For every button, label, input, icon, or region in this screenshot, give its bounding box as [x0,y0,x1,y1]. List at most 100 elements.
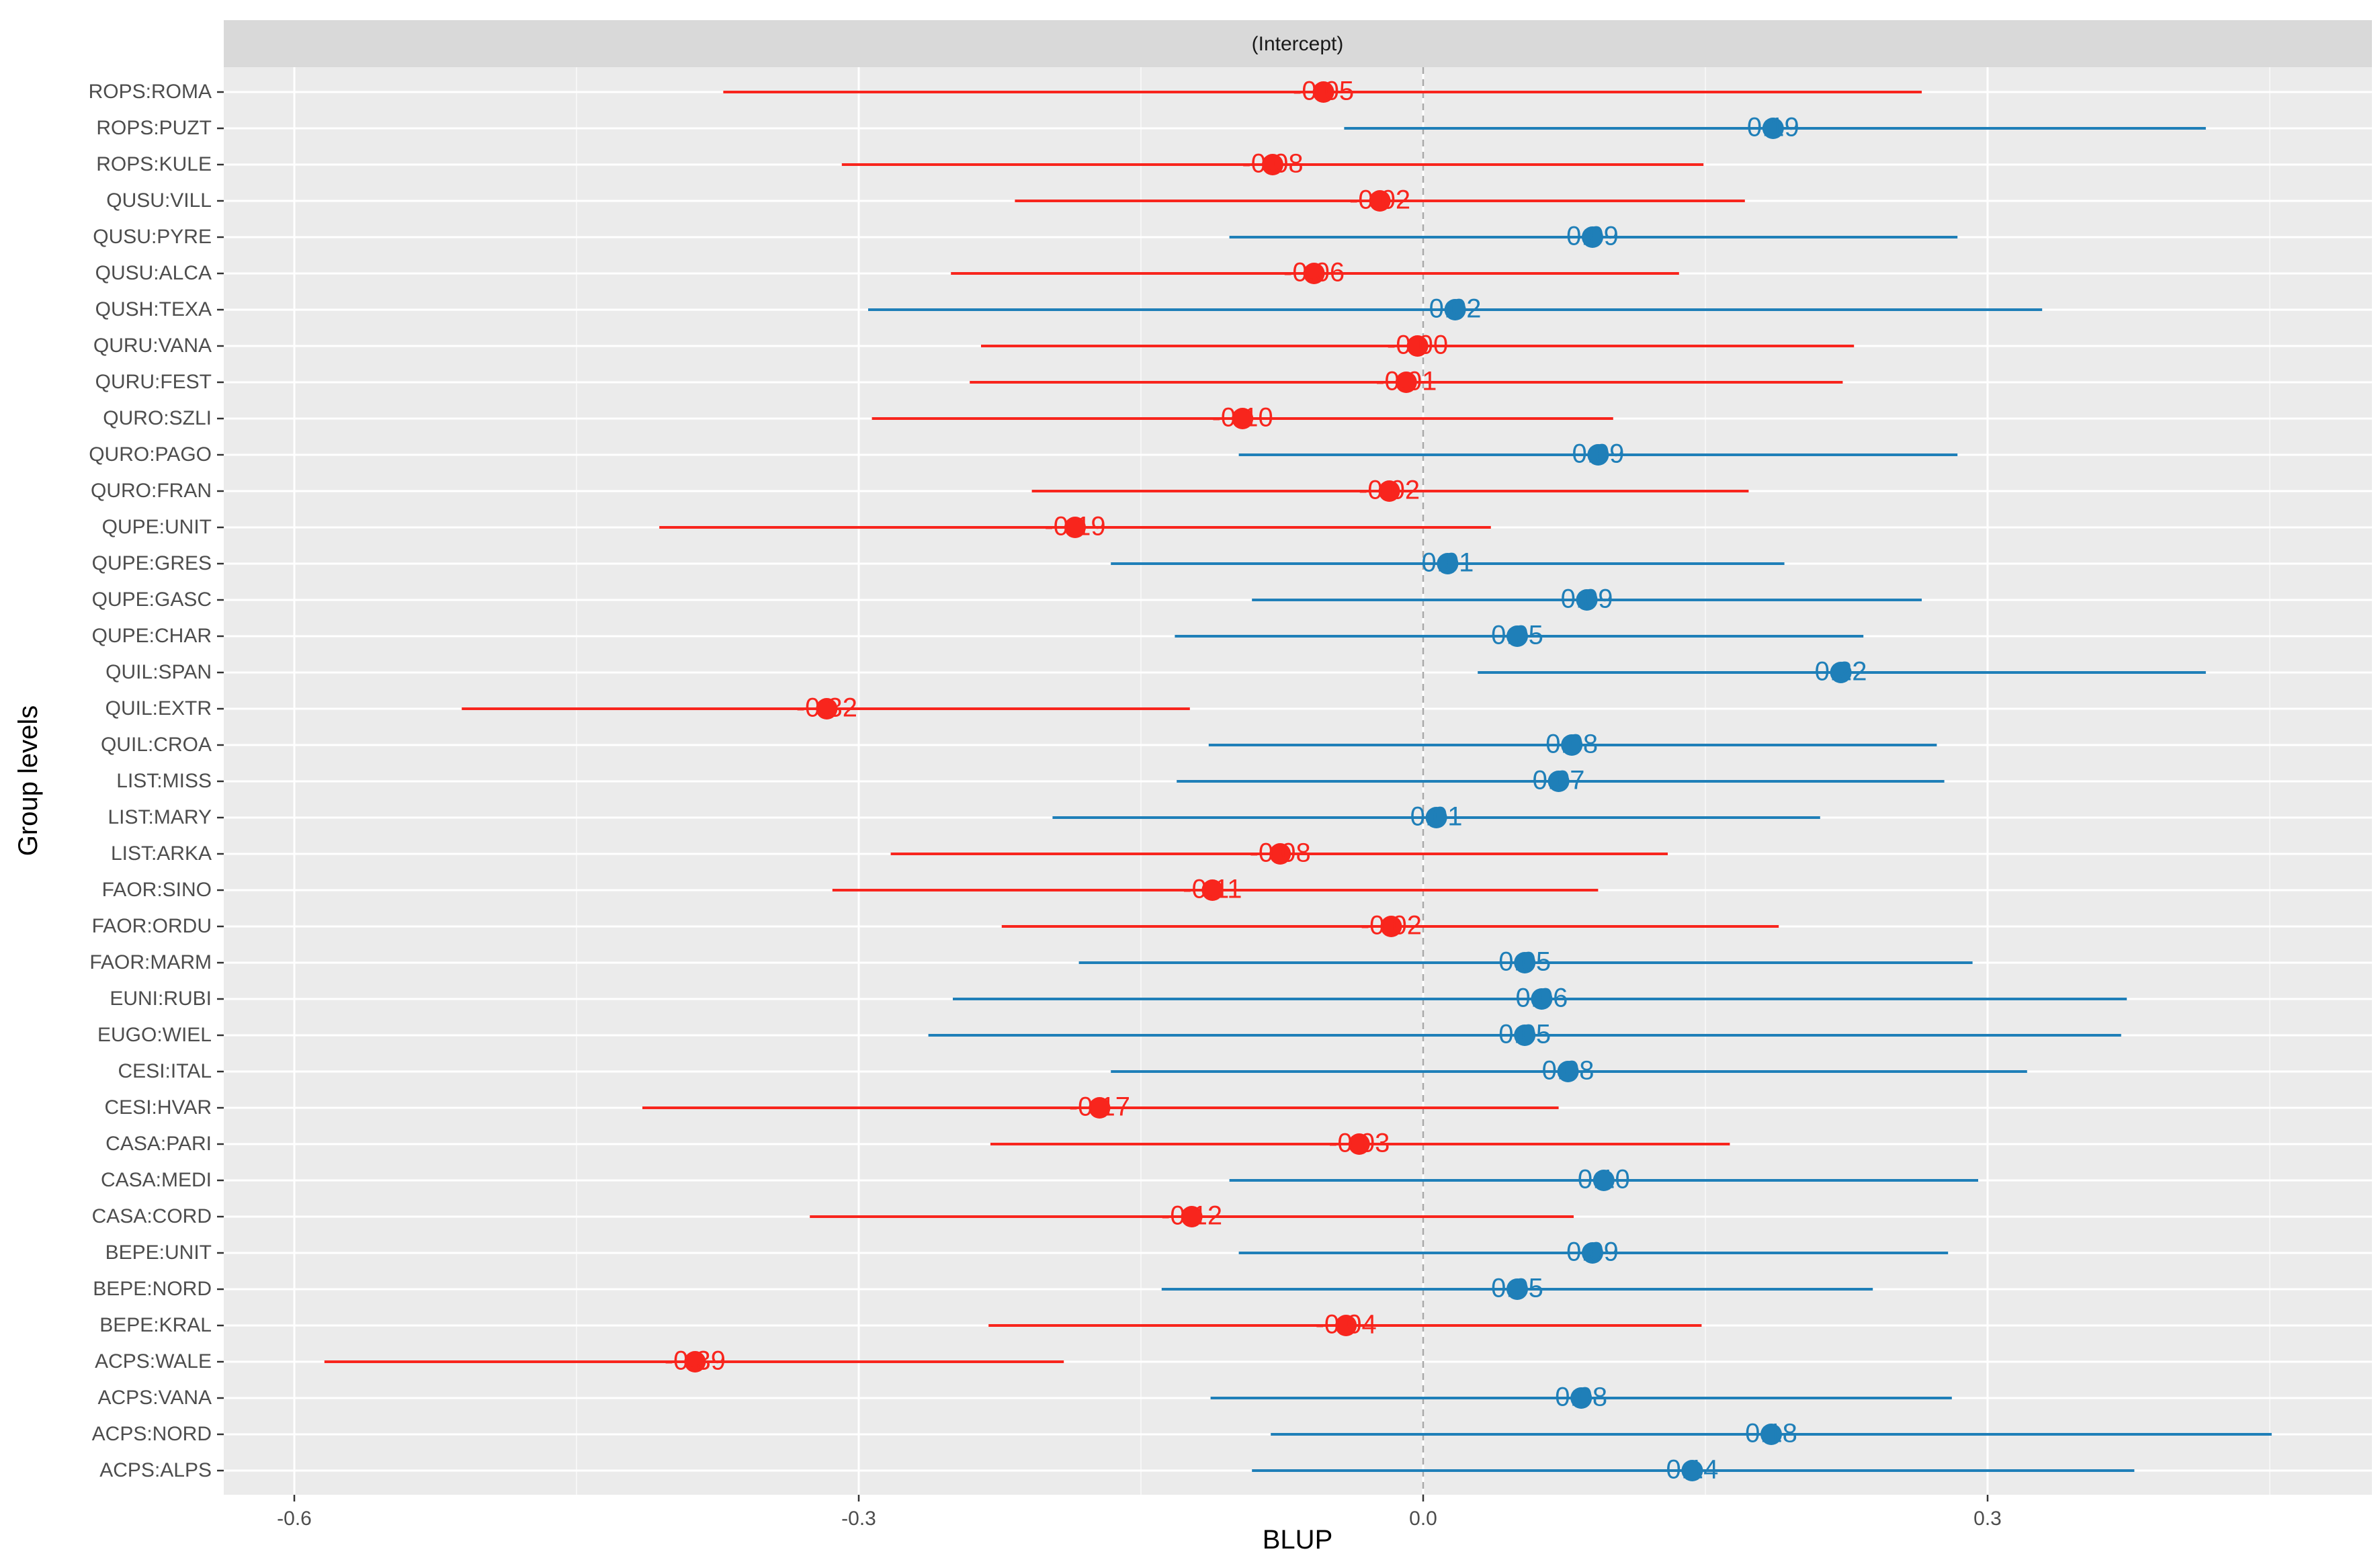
value-label-list-miss: 0.07 [1533,766,1585,795]
value-label-bepe-nord: 0.05 [1491,1274,1543,1303]
y-tick-label-qusu-pyre: QUSU:PYRE [93,226,212,248]
value-label-list-mary: 0.01 [1410,802,1463,832]
y-tick-label-qusu-alca: QUSU:ALCA [95,262,212,284]
point-casa-medi [1592,1170,1615,1191]
y-tick-label-quro-szli: QURO:SZLI [103,407,212,429]
y-tick-label-faor-marm: FAOR:MARM [89,951,212,973]
value-label-quil-croa: 0.08 [1545,730,1598,759]
y-tick-label-cesi-hvar: CESI:HVAR [105,1096,212,1119]
y-tick-label-quil-span: QUIL:SPAN [105,661,212,683]
x-tick-label: -0.3 [841,1508,876,1530]
y-tick-label-acps-wale: ACPS:WALE [95,1350,212,1373]
y-tick-label-quro-pago: QURO:PAGO [89,443,212,466]
value-label-acps-nord: 0.18 [1745,1419,1797,1448]
point-qush-texa [1444,299,1466,320]
x-axis: -0.6 -0.3 0.0 0.3 [277,1495,2002,1530]
point-qupe-char [1506,625,1528,647]
value-label-qusu-pyre: 0.09 [1566,222,1619,251]
x-axis-title: BLUP [1263,1525,1333,1555]
point-quil-span [1830,662,1852,683]
y-tick-label-eugo-wiel: EUGO:WIEL [97,1024,212,1046]
y-tick-label-quru-vana: QURU:VANA [93,335,212,357]
y-tick-label-qusu-vill: QUSU:VILL [106,189,212,212]
value-labels: -0.05 0.19 -0.08 -0.02 0.09 -0.06 0.02 -0.00 -0.… [665,77,1867,1485]
value-label-acps-vana: 0.08 [1555,1383,1607,1412]
y-axis-title: Group levels [13,705,43,857]
value-label-eugo-wiel: 0.05 [1498,1020,1551,1049]
facet-strip [224,20,2372,67]
point-rops-puzt [1762,118,1784,139]
value-label-quro-szli: -0.10 [1212,403,1273,433]
point-rops-roma [1312,81,1334,103]
y-tick-label-acps-vana: ACPS:VANA [98,1387,212,1409]
point-cesi-ital [1557,1061,1579,1082]
value-label-bepe-unit: 0.09 [1566,1237,1619,1267]
value-label-quil-span: 0.22 [1815,657,1867,687]
value-label-rops-kule: -0.08 [1242,149,1303,179]
point-quro-fran [1378,480,1400,502]
point-rops-kule [1262,154,1283,175]
point-acps-vana [1570,1387,1592,1409]
x-tick-label: -0.6 [277,1508,312,1530]
y-tick-label-acps-nord: ACPS:NORD [92,1423,212,1445]
y-tick-label-rops-puzt: ROPS:PUZT [96,117,212,139]
value-label-rops-puzt: 0.19 [1747,113,1799,142]
y-tick-label-bepe-unit: BEPE:UNIT [105,1242,212,1264]
point-qusu-alca [1303,263,1325,284]
value-label-cesi-hvar: -0.17 [1069,1092,1130,1122]
y-axis: ROPS:ROMA ROPS:PUZT ROPS:KULE QUSU:VILL QUSU… [89,81,224,1481]
point-quil-extr [816,698,838,720]
y-tick-label-rops-kule: ROPS:KULE [96,153,212,175]
point-quro-pago [1587,444,1609,466]
value-label-quro-pago: 0.09 [1572,439,1624,469]
y-tick-label-quru-fest: QURU:FEST [95,371,212,393]
y-tick-label-euni-rubi: EUNI:RUBI [110,988,212,1010]
value-label-acps-alps: 0.14 [1666,1455,1718,1485]
point-list-arka [1269,843,1291,865]
point-bepe-nord [1506,1278,1528,1300]
point-list-miss [1547,771,1570,792]
point-qusu-vill [1369,190,1391,212]
y-tick-label-cesi-ital: CESI:ITAL [118,1060,212,1082]
point-estimates [684,81,1852,1481]
value-label-euni-rubi: 0.06 [1515,984,1568,1013]
y-tick-label-list-mary: LIST:MARY [108,806,212,828]
y-tick-label-quro-fran: QURO:FRAN [91,480,212,502]
value-label-qupe-unit: -0.19 [1044,512,1105,541]
y-tick-label-quil-croa: QUIL:CROA [101,734,212,756]
point-quru-vana [1406,335,1429,357]
value-label-faor-marm: 0.05 [1498,947,1551,977]
point-bepe-kral [1335,1315,1357,1336]
value-label-faor-sino: -0.11 [1183,875,1242,904]
point-acps-nord [1760,1424,1782,1445]
point-qupe-unit [1064,517,1086,538]
point-quru-fest [1395,372,1417,393]
point-qusu-pyre [1582,226,1603,248]
point-casa-cord [1181,1206,1203,1227]
y-tick-label-acps-alps: ACPS:ALPS [99,1459,212,1481]
value-label-quro-fran: -0.02 [1359,476,1420,505]
point-eugo-wiel [1514,1025,1536,1046]
y-tick-label-qupe-gasc: QUPE:GASC [92,589,212,611]
value-label-quil-extr: -0.32 [796,693,857,723]
value-label-qusu-alca: -0.06 [1283,258,1345,288]
point-faor-marm [1514,952,1536,973]
y-tick-label-rops-roma: ROPS:ROMA [89,81,212,103]
value-label-casa-cord: -0.12 [1161,1201,1222,1231]
value-label-qupe-char: 0.05 [1491,621,1543,650]
y-tick-label-casa-medi: CASA:MEDI [101,1169,212,1191]
y-tick-label-bepe-nord: BEPE:NORD [93,1278,212,1300]
point-quil-croa [1561,734,1583,756]
y-tick-label-casa-pari: CASA:PARI [105,1133,212,1155]
y-tick-label-list-arka: LIST:ARKA [111,842,212,865]
y-tick-label-bepe-kral: BEPE:KRAL [99,1314,212,1336]
y-tick-label-qupe-gres: QUPE:GRES [92,552,212,574]
point-qupe-gasc [1576,589,1598,611]
facet-strip-label: (Intercept) [1252,33,1344,55]
point-qupe-gres [1437,553,1459,574]
point-bepe-unit [1582,1242,1603,1264]
value-label-quru-vana: -0.00 [1387,331,1448,360]
point-euni-rubi [1531,988,1553,1010]
value-label-cesi-ital: 0.08 [1542,1056,1595,1086]
